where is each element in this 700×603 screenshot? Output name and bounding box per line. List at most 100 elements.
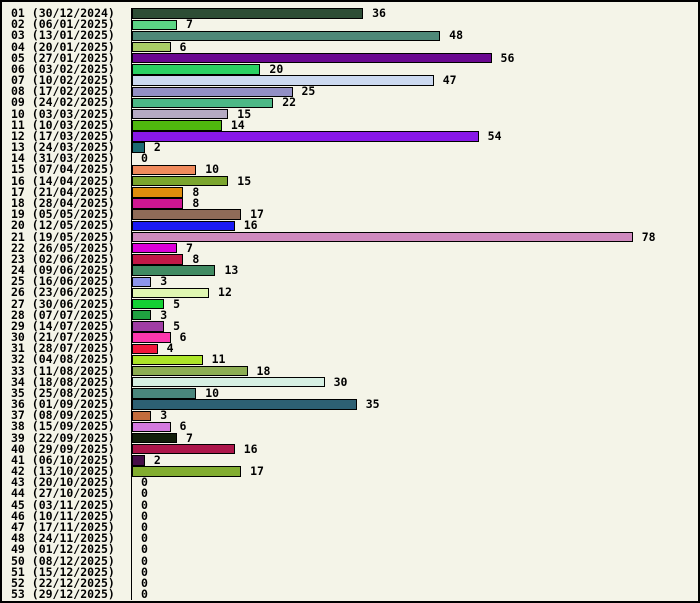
- bar-area: 54: [131, 130, 698, 143]
- chart-row: 41 (06/10/2025) 2: [2, 452, 698, 467]
- bar-area: 3: [131, 307, 698, 322]
- bar-area: 0: [131, 555, 698, 567]
- value-label: 3: [160, 307, 168, 322]
- bar: [132, 365, 248, 377]
- value-label: 5: [173, 318, 181, 333]
- bar-area: 7: [131, 19, 698, 31]
- row-label: 32 (04/08/2025): [11, 352, 115, 367]
- bar: [132, 41, 171, 53]
- chart-row: 46 (10/11/2025) 0: [2, 508, 698, 523]
- row-label: 03 (13/01/2025): [11, 28, 115, 43]
- value-label: 10: [205, 385, 220, 400]
- chart-row: 19 (05/05/2025) 17: [2, 207, 698, 222]
- row-label: 19 (05/05/2025): [11, 207, 115, 222]
- value-label: 0: [141, 519, 148, 534]
- value-label: 3: [160, 274, 168, 289]
- row-label: 40 (29/09/2025): [11, 441, 115, 456]
- row-label: 42 (13/10/2025): [11, 464, 115, 479]
- bar-area: 8: [131, 197, 698, 210]
- bar-area: 3: [131, 410, 698, 422]
- chart-row: 15 (07/04/2025) 10: [2, 162, 698, 177]
- chart-row: 24 (09/06/2025) 13: [2, 264, 698, 277]
- bar: [132, 321, 165, 332]
- row-label: 21 (19/05/2025): [11, 229, 115, 244]
- bar-area: 30: [131, 376, 698, 388]
- row-label: 33 (11/08/2025): [11, 363, 115, 378]
- chart-row: 28 (07/07/2025) 3: [2, 307, 698, 322]
- chart-row: 08 (17/02/2025) 25: [2, 86, 698, 98]
- value-label: 56: [500, 50, 515, 65]
- value-label: 5: [173, 296, 181, 311]
- value-label: 7: [185, 240, 193, 255]
- value-label: 0: [141, 508, 148, 523]
- chart-row: 33 (11/08/2025) 18: [2, 363, 698, 378]
- bar: [132, 97, 274, 109]
- row-label: 11 (10/03/2025): [11, 117, 115, 132]
- chart-row: 26 (23/06/2025) 12: [2, 285, 698, 300]
- bar: [132, 30, 441, 42]
- row-label: 10 (03/03/2025): [11, 106, 115, 121]
- value-label: 0: [141, 151, 148, 166]
- bar-area: 0: [131, 588, 698, 601]
- bar-area: 14: [131, 119, 698, 131]
- row-label: 26 (23/06/2025): [11, 285, 115, 300]
- bar-area: 0: [131, 475, 698, 490]
- chart-row: 14 (31/03/2025) 0: [2, 151, 698, 166]
- row-label: 15 (07/04/2025): [11, 162, 115, 177]
- bar-area: 2: [131, 140, 698, 155]
- bar: [132, 220, 235, 232]
- value-label: 0: [141, 475, 148, 490]
- value-label: 0: [141, 542, 148, 557]
- bar: [132, 455, 145, 466]
- bar-area: 7: [131, 240, 698, 255]
- bar-area: 18: [131, 365, 698, 377]
- chart-row: 07 (10/02/2025) 47: [2, 73, 698, 88]
- chart-row: 01 (30/12/2024) 36: [2, 7, 698, 20]
- bar-area: 6: [131, 331, 698, 344]
- row-label: 07 (10/02/2025): [11, 73, 115, 88]
- chart-row: 34 (18/08/2025) 30: [2, 376, 698, 388]
- row-label: 45 (03/11/2025): [11, 497, 115, 512]
- row-label: 47 (17/11/2025): [11, 519, 115, 534]
- row-label: 31 (28/07/2025): [11, 341, 115, 356]
- bar-area: 0: [131, 497, 698, 512]
- bar-area: 0: [131, 542, 698, 557]
- bar: [132, 421, 171, 433]
- row-label: 16 (14/04/2025): [11, 173, 115, 188]
- value-label: 0: [141, 575, 148, 590]
- value-label: 0: [141, 497, 148, 512]
- bar-area: 3: [131, 274, 698, 289]
- value-label: 22: [282, 95, 297, 110]
- value-label: 11: [211, 352, 226, 367]
- row-label: 28 (07/07/2025): [11, 307, 115, 322]
- chart-row: 40 (29/09/2025) 16: [2, 441, 698, 456]
- value-label: 7: [185, 430, 193, 445]
- bar-area: 12: [131, 285, 698, 300]
- chart-row: 20 (12/05/2025) 16: [2, 220, 698, 232]
- chart-row: 42 (13/10/2025) 17: [2, 464, 698, 479]
- bar-area: 0: [131, 488, 698, 500]
- bar: [132, 466, 242, 477]
- value-label: 78: [641, 229, 656, 244]
- chart-row: 43 (20/10/2025) 0: [2, 475, 698, 490]
- bar: [132, 187, 184, 198]
- value-label: 2: [153, 452, 161, 467]
- chart-row: 02 (06/01/2025) 7: [2, 19, 698, 31]
- bar-area: 35: [131, 398, 698, 411]
- bar-area: 10: [131, 385, 698, 400]
- chart-row: 06 (03/02/2025) 20: [2, 63, 698, 76]
- chart-row: 51 (15/12/2025) 0: [2, 566, 698, 578]
- bar-area: 5: [131, 318, 698, 333]
- bar-area: 16: [131, 443, 698, 455]
- value-label: 15: [237, 173, 252, 188]
- value-label: 12: [218, 285, 232, 300]
- row-label: 46 (10/11/2025): [11, 508, 115, 523]
- chart-row: 13 (24/03/2025) 2: [2, 140, 698, 155]
- bar: [132, 388, 197, 399]
- bar-area: 0: [131, 575, 698, 590]
- bar: [132, 265, 216, 276]
- value-label: 2: [153, 140, 161, 155]
- bar: [132, 8, 364, 19]
- bar: [132, 243, 177, 254]
